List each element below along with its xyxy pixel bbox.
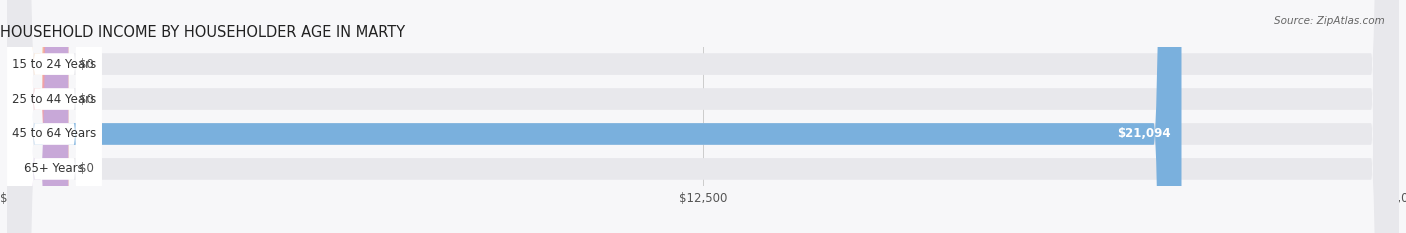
FancyBboxPatch shape bbox=[7, 0, 101, 233]
Text: HOUSEHOLD INCOME BY HOUSEHOLDER AGE IN MARTY: HOUSEHOLD INCOME BY HOUSEHOLDER AGE IN M… bbox=[0, 25, 405, 40]
Text: 65+ Years: 65+ Years bbox=[24, 162, 84, 175]
Text: $21,094: $21,094 bbox=[1116, 127, 1170, 140]
Text: 25 to 44 Years: 25 to 44 Years bbox=[13, 93, 97, 106]
FancyBboxPatch shape bbox=[7, 0, 1399, 233]
FancyBboxPatch shape bbox=[7, 0, 1399, 233]
FancyBboxPatch shape bbox=[7, 0, 69, 233]
FancyBboxPatch shape bbox=[7, 0, 101, 233]
Text: 15 to 24 Years: 15 to 24 Years bbox=[13, 58, 97, 71]
Text: $0: $0 bbox=[79, 93, 94, 106]
Text: $0: $0 bbox=[79, 162, 94, 175]
FancyBboxPatch shape bbox=[7, 0, 101, 233]
Text: Source: ZipAtlas.com: Source: ZipAtlas.com bbox=[1274, 16, 1385, 26]
FancyBboxPatch shape bbox=[7, 0, 69, 233]
Text: $0: $0 bbox=[79, 58, 94, 71]
FancyBboxPatch shape bbox=[7, 0, 69, 233]
Text: 45 to 64 Years: 45 to 64 Years bbox=[13, 127, 97, 140]
FancyBboxPatch shape bbox=[7, 0, 1181, 233]
FancyBboxPatch shape bbox=[7, 0, 1399, 233]
FancyBboxPatch shape bbox=[7, 0, 101, 233]
FancyBboxPatch shape bbox=[7, 0, 1399, 233]
